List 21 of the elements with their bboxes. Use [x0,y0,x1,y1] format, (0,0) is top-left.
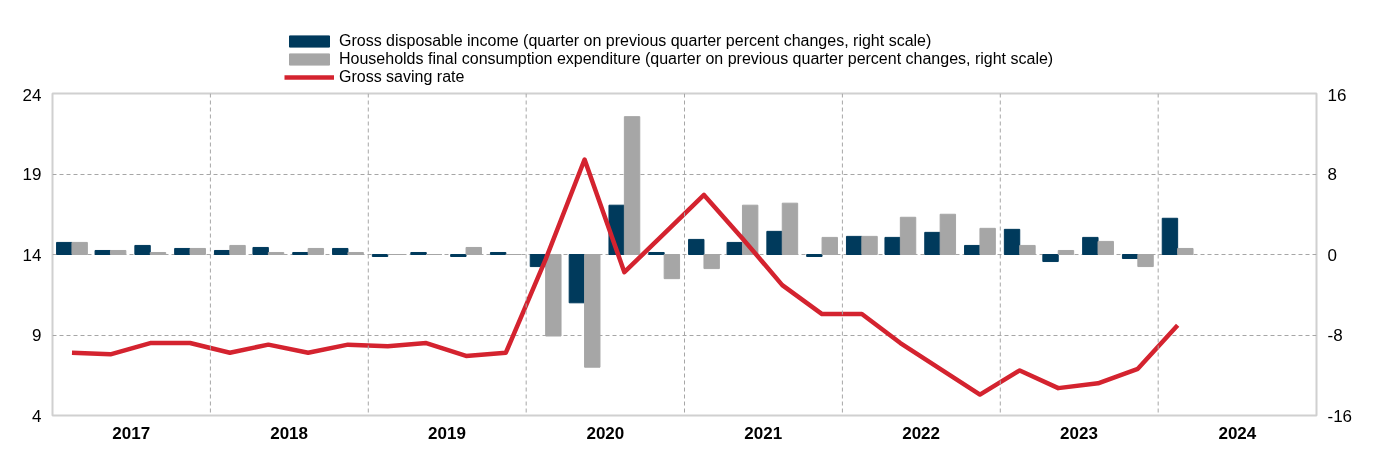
x-tick-label: 2023 [1060,423,1098,443]
y2-tick-label: -8 [1327,326,1343,345]
y2-tick-label: 16 [1327,85,1347,105]
y2-tick-label: 8 [1327,165,1337,184]
x-tick-label: 2019 [428,423,466,443]
legend-label: Gross saving rate [339,68,465,86]
x-tick-label: 2018 [270,423,309,443]
y2-tick-label: -16 [1327,406,1353,426]
legend-label: Gross disposable income (quarter on previous quarter percent changes, right scale) [339,32,932,50]
x-tick-label: 2024 [1218,423,1257,443]
y-tick-label: 14 [22,245,42,265]
legend-label: Households final consumption expenditure (quarter on previous quarter percent changes, right scale) [339,50,1054,68]
y2-tick-label: 0 [1327,245,1337,265]
y-tick-label: 19 [22,165,42,184]
x-tick-label: 2021 [744,423,783,443]
x-tick-label: 2020 [586,423,625,443]
y-tick-label: 4 [32,406,42,426]
x-tick-label: 2022 [902,423,941,443]
x-tick-label: 2017 [112,423,151,443]
y-tick-label: 9 [32,326,42,345]
y-tick-label: 24 [22,85,42,105]
